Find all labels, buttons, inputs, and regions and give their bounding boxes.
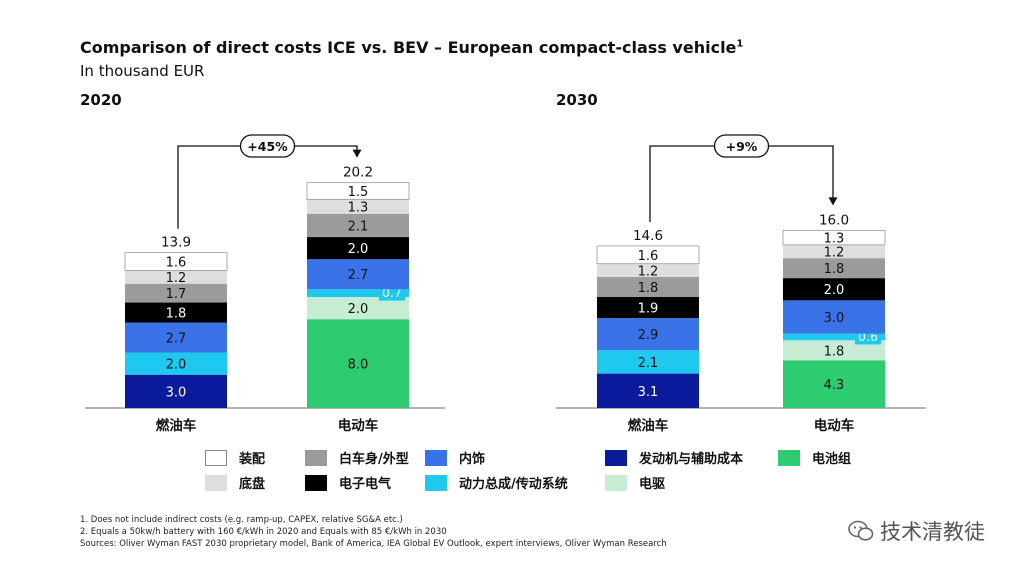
wechat-icon (848, 520, 874, 541)
bar-segment (125, 283, 227, 303)
value-label: 1.3 (824, 232, 845, 247)
value-label: 2.9 (638, 328, 659, 343)
value-label: 2.0 (166, 358, 187, 373)
panel-title: 2030 (556, 91, 598, 109)
value-label: 1.8 (824, 344, 845, 359)
bar-segment (307, 213, 409, 238)
total-label: 14.6 (633, 228, 663, 244)
bar-segment (783, 244, 885, 259)
value-label: 1.2 (166, 271, 187, 286)
bar-segment (307, 259, 409, 290)
value-label: 1.6 (166, 255, 187, 270)
bar-segment (125, 374, 227, 408)
bar-segment (783, 333, 885, 341)
bar-segment (597, 263, 699, 278)
value-label: 1.9 (638, 302, 659, 317)
total-label: 13.9 (161, 235, 191, 251)
value-callout-box (379, 285, 405, 301)
value-label: 1.8 (638, 281, 659, 296)
value-label: 3.0 (824, 311, 845, 326)
chart-title: Comparison of direct costs ICE vs. BEV –… (80, 38, 744, 57)
value-label: 8.0 (348, 358, 369, 373)
value-label: 3.1 (638, 385, 659, 400)
panel-title: 2020 (80, 91, 122, 109)
value-label: 4.3 (824, 378, 845, 393)
delta-label: +9% (726, 139, 758, 154)
bar-segment (783, 300, 885, 334)
bar-segment (782, 229, 886, 246)
value-label: 1.8 (166, 307, 187, 322)
footnote-2: 2. Equals a 50kw/h battery with 160 €/kW… (80, 527, 447, 537)
bar-segment (597, 350, 699, 374)
bar-segment (307, 199, 409, 214)
bar-segment (783, 258, 885, 279)
value-label: 1.3 (348, 201, 369, 216)
value-label: 1.7 (166, 287, 187, 302)
category-label: 燃油车 (156, 417, 197, 434)
value-label: 3.0 (166, 385, 187, 400)
footnote-1: 1. Does not include indirect costs (e.g.… (80, 515, 403, 525)
bar-segment (124, 252, 228, 271)
bar-segment (783, 278, 885, 301)
value-label: 1.6 (638, 249, 659, 264)
bar-segment (596, 245, 700, 265)
value-label: 1.2 (824, 245, 845, 260)
bar-segment (597, 297, 699, 319)
value-label: 2.0 (348, 242, 369, 257)
bar-segment (307, 289, 409, 297)
title-footnote-ref: 1 (736, 38, 744, 50)
delta-pill (239, 134, 296, 158)
value-label: 2.7 (166, 332, 187, 347)
bar-segment (125, 352, 227, 375)
category-label: 电动车 (814, 417, 855, 434)
bar-segment (307, 237, 409, 260)
bar-segment (125, 270, 227, 284)
bar-segment (125, 302, 227, 323)
delta-label: +45% (247, 139, 288, 154)
total-label: 16.0 (819, 212, 849, 228)
bar-segment (125, 322, 227, 353)
value-label: 2.1 (348, 219, 369, 234)
value-label: 2.0 (824, 283, 845, 298)
sources-note: Sources: Oliver Wyman FAST 2030 propriet… (80, 539, 667, 549)
delta-pill (713, 134, 770, 158)
bar-segment (597, 277, 699, 297)
value-label: 1.8 (824, 262, 845, 277)
chart-subtitle: In thousand EUR (80, 62, 205, 80)
bar-segment (306, 182, 410, 200)
value-label: 1.2 (638, 264, 659, 279)
category-label: 电动车 (338, 417, 379, 434)
category-label: 燃油车 (628, 417, 669, 434)
bar-segment (307, 297, 409, 320)
total-label: 20.2 (343, 165, 373, 181)
bar-segment (783, 340, 885, 361)
bar-segment (597, 318, 699, 351)
value-label: 1.5 (348, 185, 369, 200)
value-label: 2.7 (348, 268, 369, 283)
value-label: 2.1 (638, 356, 659, 371)
delta-arrowhead (828, 197, 838, 206)
bar-segment (783, 360, 885, 408)
delta-arrowhead (352, 149, 362, 158)
bar-segment (597, 373, 699, 408)
value-label: 2.0 (348, 302, 369, 317)
footnotes: 1. Does not include indirect costs (e.g.… (80, 514, 667, 550)
bar-segment (307, 319, 409, 408)
watermark: 技术清教徒 (848, 516, 985, 546)
watermark-text: 技术清教徒 (880, 520, 985, 544)
